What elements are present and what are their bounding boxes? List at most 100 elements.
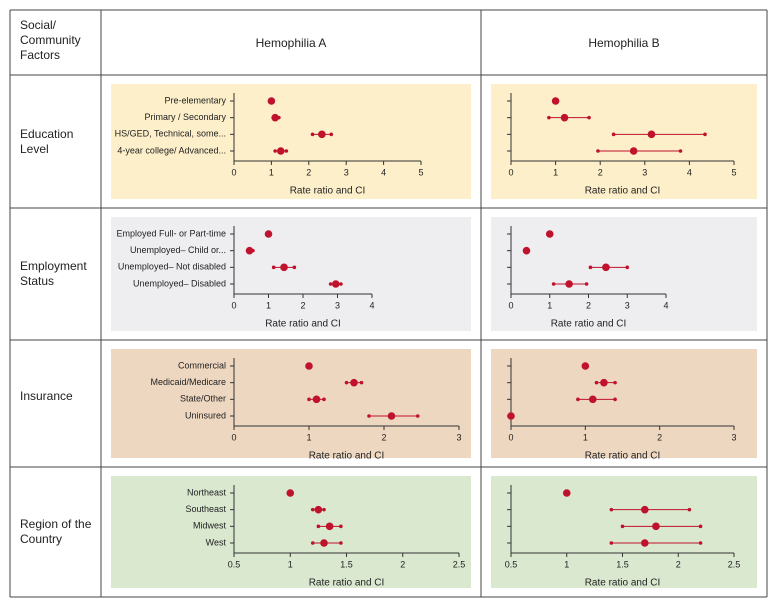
point [641, 505, 649, 514]
ci-low [307, 397, 311, 402]
x-tick-label: 1 [266, 300, 271, 310]
row-label: Region of the Country [20, 517, 92, 546]
point [641, 539, 649, 547]
x-tick-label: 2 [657, 432, 662, 442]
ci-low [588, 265, 593, 270]
ci-low [551, 282, 556, 286]
point [264, 230, 273, 238]
ci-high [322, 507, 326, 512]
point [652, 522, 660, 531]
x-tick-label: 3 [625, 300, 630, 310]
x-tick-label: 2 [598, 167, 603, 177]
panel [491, 84, 757, 199]
point [350, 378, 358, 387]
point [312, 395, 321, 404]
x-tick-label: 1 [547, 300, 552, 310]
category-label: Commercial [178, 360, 226, 370]
ci-high [613, 380, 617, 385]
point [305, 362, 313, 370]
ci-high [329, 132, 334, 137]
point [267, 97, 276, 105]
panel [491, 349, 757, 458]
point [314, 505, 323, 514]
x-axis-label: Rate ratio and CI [585, 451, 661, 462]
x-axis-label: Rate ratio and CI [585, 578, 661, 589]
category-label: Unemployed– Child or... [130, 245, 226, 255]
x-tick-label: 2 [676, 559, 681, 569]
point [581, 362, 590, 370]
x-tick-label: 2 [306, 167, 311, 177]
ci-low [620, 524, 625, 529]
x-tick-label: 4 [369, 300, 374, 310]
point [325, 522, 334, 531]
x-tick-label: 2 [586, 300, 591, 310]
category-label: HS/GED, Technical, some... [115, 129, 226, 139]
point [647, 130, 656, 139]
point [560, 113, 569, 122]
ci-low [547, 115, 551, 120]
ci-high [625, 265, 630, 270]
x-axis-label: Rate ratio and CI [551, 319, 627, 330]
ci-low [316, 524, 321, 529]
x-tick-label: 1.5 [340, 559, 353, 569]
x-tick-label: 0.5 [505, 559, 518, 569]
x-axis-label: Rate ratio and CI [585, 186, 661, 197]
row-label: Employment Status [20, 259, 87, 288]
ci-low [611, 132, 616, 137]
ci-high [613, 397, 617, 402]
ci-low [596, 149, 600, 153]
category-label: Employed Full- or Part-time [116, 228, 226, 238]
ci-low [609, 507, 614, 512]
point [507, 412, 515, 420]
ci-high [284, 149, 289, 153]
category-label: Pre-elementary [164, 95, 226, 105]
x-tick-label: 0 [508, 167, 513, 177]
point [551, 97, 560, 105]
category-label: Midwest [193, 521, 227, 531]
point [276, 147, 285, 155]
point [320, 539, 328, 547]
point [565, 280, 573, 288]
panel [491, 476, 757, 588]
x-tick-label: 3 [335, 300, 340, 310]
ci-low [328, 282, 333, 286]
point [387, 412, 396, 420]
x-tick-label: 0 [508, 300, 513, 310]
x-tick-label: 2 [300, 300, 305, 310]
category-label: State/Other [180, 394, 226, 404]
ci-high [415, 414, 420, 418]
x-axis-label: Rate ratio and CI [309, 578, 385, 589]
x-tick-label: 0 [231, 300, 236, 310]
row-label: Education Level [20, 126, 74, 156]
category-label: Medicaid/Medicare [150, 377, 226, 387]
ci-high [698, 524, 703, 529]
category-label: Uninsured [185, 410, 226, 420]
ci-low [310, 507, 315, 512]
ci-low [310, 541, 315, 545]
x-tick-label: 0.5 [228, 559, 241, 569]
x-tick-label: 3 [731, 432, 736, 442]
x-tick-label: 5 [731, 167, 736, 177]
ci-high [292, 265, 297, 270]
x-tick-label: 2.5 [453, 559, 466, 569]
category-label: Southeast [185, 504, 226, 514]
x-axis-label: Rate ratio and CI [290, 186, 366, 197]
category-label: Unemployed– Disabled [133, 278, 226, 288]
category-label: West [206, 537, 227, 547]
panel [111, 217, 471, 331]
panel [491, 217, 757, 331]
header-a: Hemophilia A [255, 36, 327, 50]
x-tick-label: 2.5 [728, 559, 741, 569]
row-label: Insurance [20, 388, 73, 403]
x-tick-label: 2 [400, 559, 405, 569]
x-tick-label: 1 [553, 167, 558, 177]
point [588, 395, 597, 404]
x-tick-label: 4 [663, 300, 668, 310]
point [629, 147, 638, 155]
header-factors: Social/ Community Factors [20, 18, 81, 62]
ci-low [609, 541, 614, 545]
x-tick-label: 0 [231, 167, 236, 177]
point [545, 230, 554, 238]
